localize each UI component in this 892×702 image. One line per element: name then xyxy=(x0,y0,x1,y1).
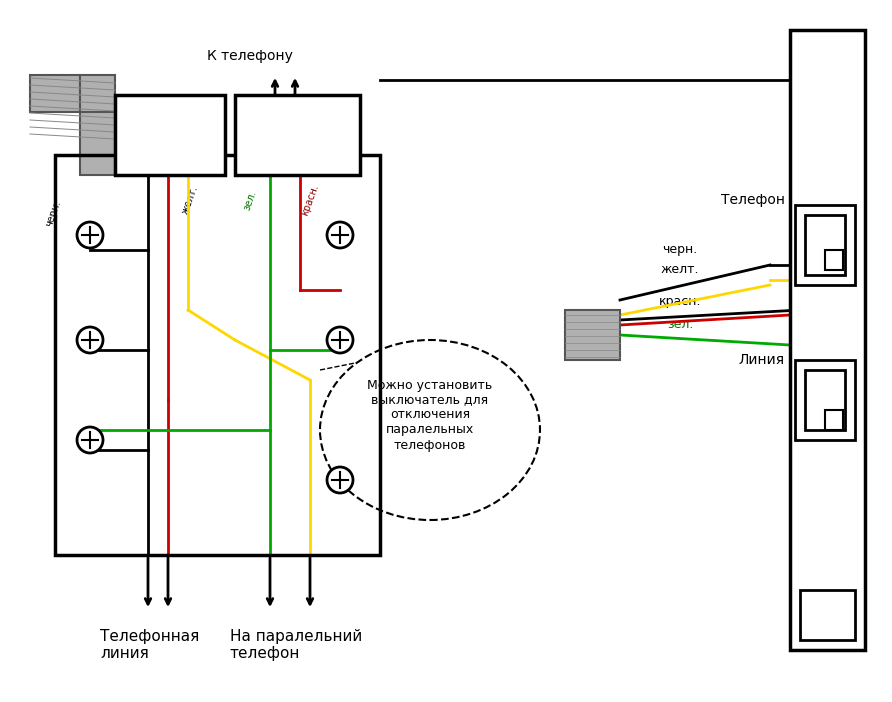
Text: желт.: желт. xyxy=(180,184,200,216)
Bar xyxy=(790,30,865,650)
Text: черн.: черн. xyxy=(663,243,698,256)
Text: желт.: желт. xyxy=(661,263,699,276)
Circle shape xyxy=(327,467,353,493)
Text: Телефон: Телефон xyxy=(721,193,785,207)
Text: Телефонная
линия: Телефонная линия xyxy=(100,629,199,661)
Bar xyxy=(80,100,115,175)
Circle shape xyxy=(77,222,103,248)
Ellipse shape xyxy=(320,340,540,520)
Text: красн.: красн. xyxy=(659,295,701,308)
Text: Модем: Модем xyxy=(800,67,855,83)
Circle shape xyxy=(327,327,353,353)
Bar xyxy=(825,250,843,270)
Bar xyxy=(30,75,80,112)
Text: К телефону: К телефону xyxy=(207,49,293,63)
Bar xyxy=(115,95,225,175)
Text: Линия: Линия xyxy=(739,353,785,367)
Bar xyxy=(800,590,855,640)
Bar xyxy=(235,95,360,175)
Bar xyxy=(805,370,845,430)
Bar xyxy=(805,215,845,275)
Text: зел.: зел. xyxy=(242,189,258,211)
Bar xyxy=(565,310,620,360)
Circle shape xyxy=(327,222,353,248)
Text: На паралельний
телефон: На паралельний телефон xyxy=(230,629,362,661)
Circle shape xyxy=(77,327,103,353)
Text: черн.: черн. xyxy=(45,199,63,227)
Bar xyxy=(795,205,855,285)
Text: красн.: красн. xyxy=(300,183,320,217)
Text: зел.: зел. xyxy=(667,318,693,331)
Circle shape xyxy=(77,427,103,453)
Bar xyxy=(55,155,380,555)
Text: Можно установить
выключатель для
отключения
паралельных
телефонов: Можно установить выключатель для отключе… xyxy=(368,378,492,451)
Bar xyxy=(80,75,115,112)
Bar xyxy=(825,410,843,430)
Bar xyxy=(795,360,855,440)
